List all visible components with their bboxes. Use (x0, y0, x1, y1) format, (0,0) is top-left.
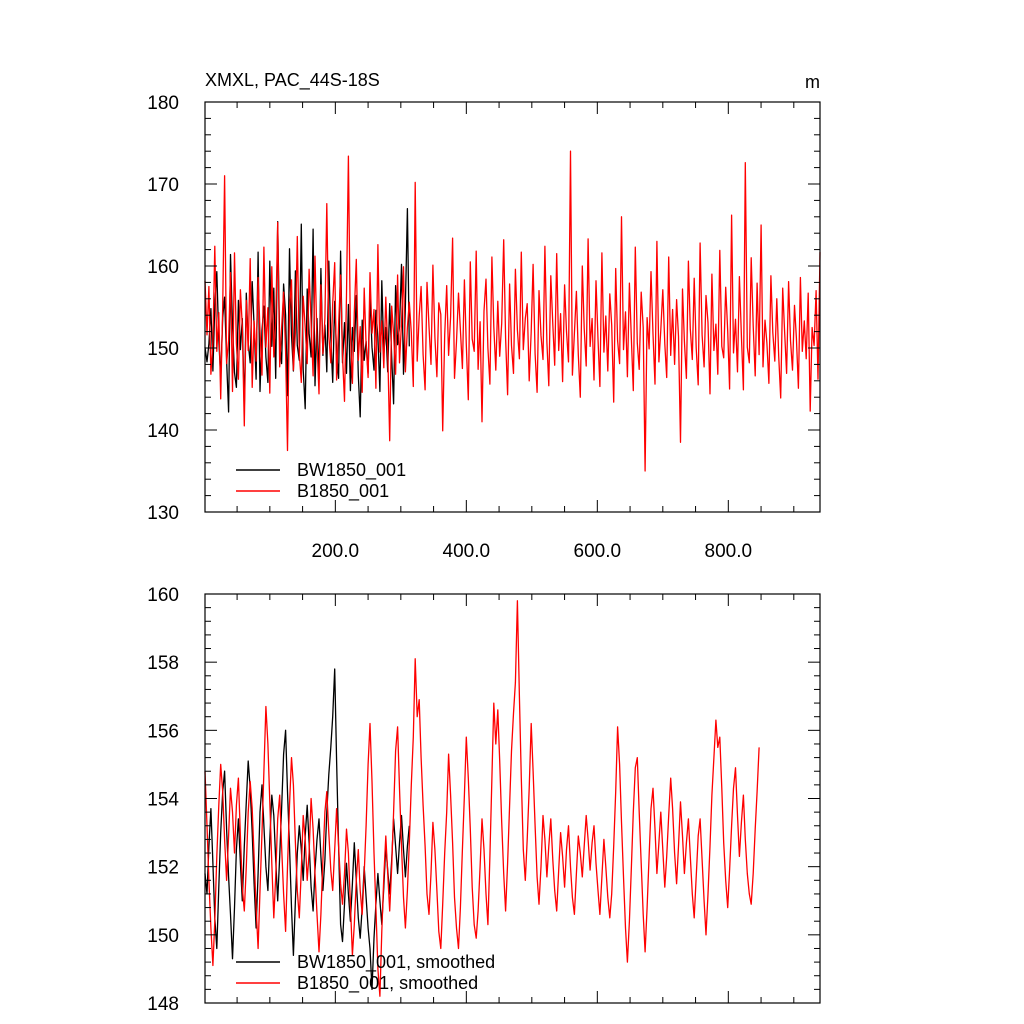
series-line-0 (204, 207, 410, 418)
y-tick-label: 130 (147, 503, 179, 524)
x-tick-label: 200.0 (312, 541, 360, 562)
y-tick-label: 158 (147, 653, 179, 674)
y-tick-label: 160 (147, 257, 179, 278)
series-line-0 (204, 668, 410, 991)
y-tick-label: 152 (147, 858, 179, 879)
y-tick-label: 180 (147, 93, 179, 114)
y-tick-label: 154 (147, 790, 179, 811)
x-tick-label: 800.0 (705, 541, 753, 562)
x-tick-label: 600.0 (574, 541, 622, 562)
units-label: m (805, 72, 820, 92)
series-line-1 (204, 150, 821, 472)
y-tick-label: 148 (147, 994, 179, 1015)
legend-label: B1850_001 (297, 481, 389, 502)
y-tick-label: 140 (147, 421, 179, 442)
x-tick-label: 400.0 (443, 541, 491, 562)
y-tick-label: 160 (147, 585, 179, 606)
legend-label: B1850_001, smoothed (297, 973, 478, 994)
y-tick-label: 150 (147, 339, 179, 360)
series-line-1 (204, 600, 760, 997)
y-tick-label: 156 (147, 721, 179, 742)
legend-label: BW1850_001 (297, 460, 406, 481)
y-tick-label: 170 (147, 175, 179, 196)
panel-title: XMXL, PAC_44S-18S (205, 70, 380, 91)
plot-frame (204, 101, 821, 513)
bottom-panel: 148 150 152 154 156 158 160 BW1850_001, smoothe… (147, 585, 821, 1015)
legend-label: BW1850_001, smoothed (297, 952, 495, 973)
y-tick-label: 150 (147, 926, 179, 947)
plot-frame (204, 593, 821, 1004)
top-panel: XMXL, PAC_44S-18S m 130 140 150 160 170 180 20… (147, 70, 821, 562)
